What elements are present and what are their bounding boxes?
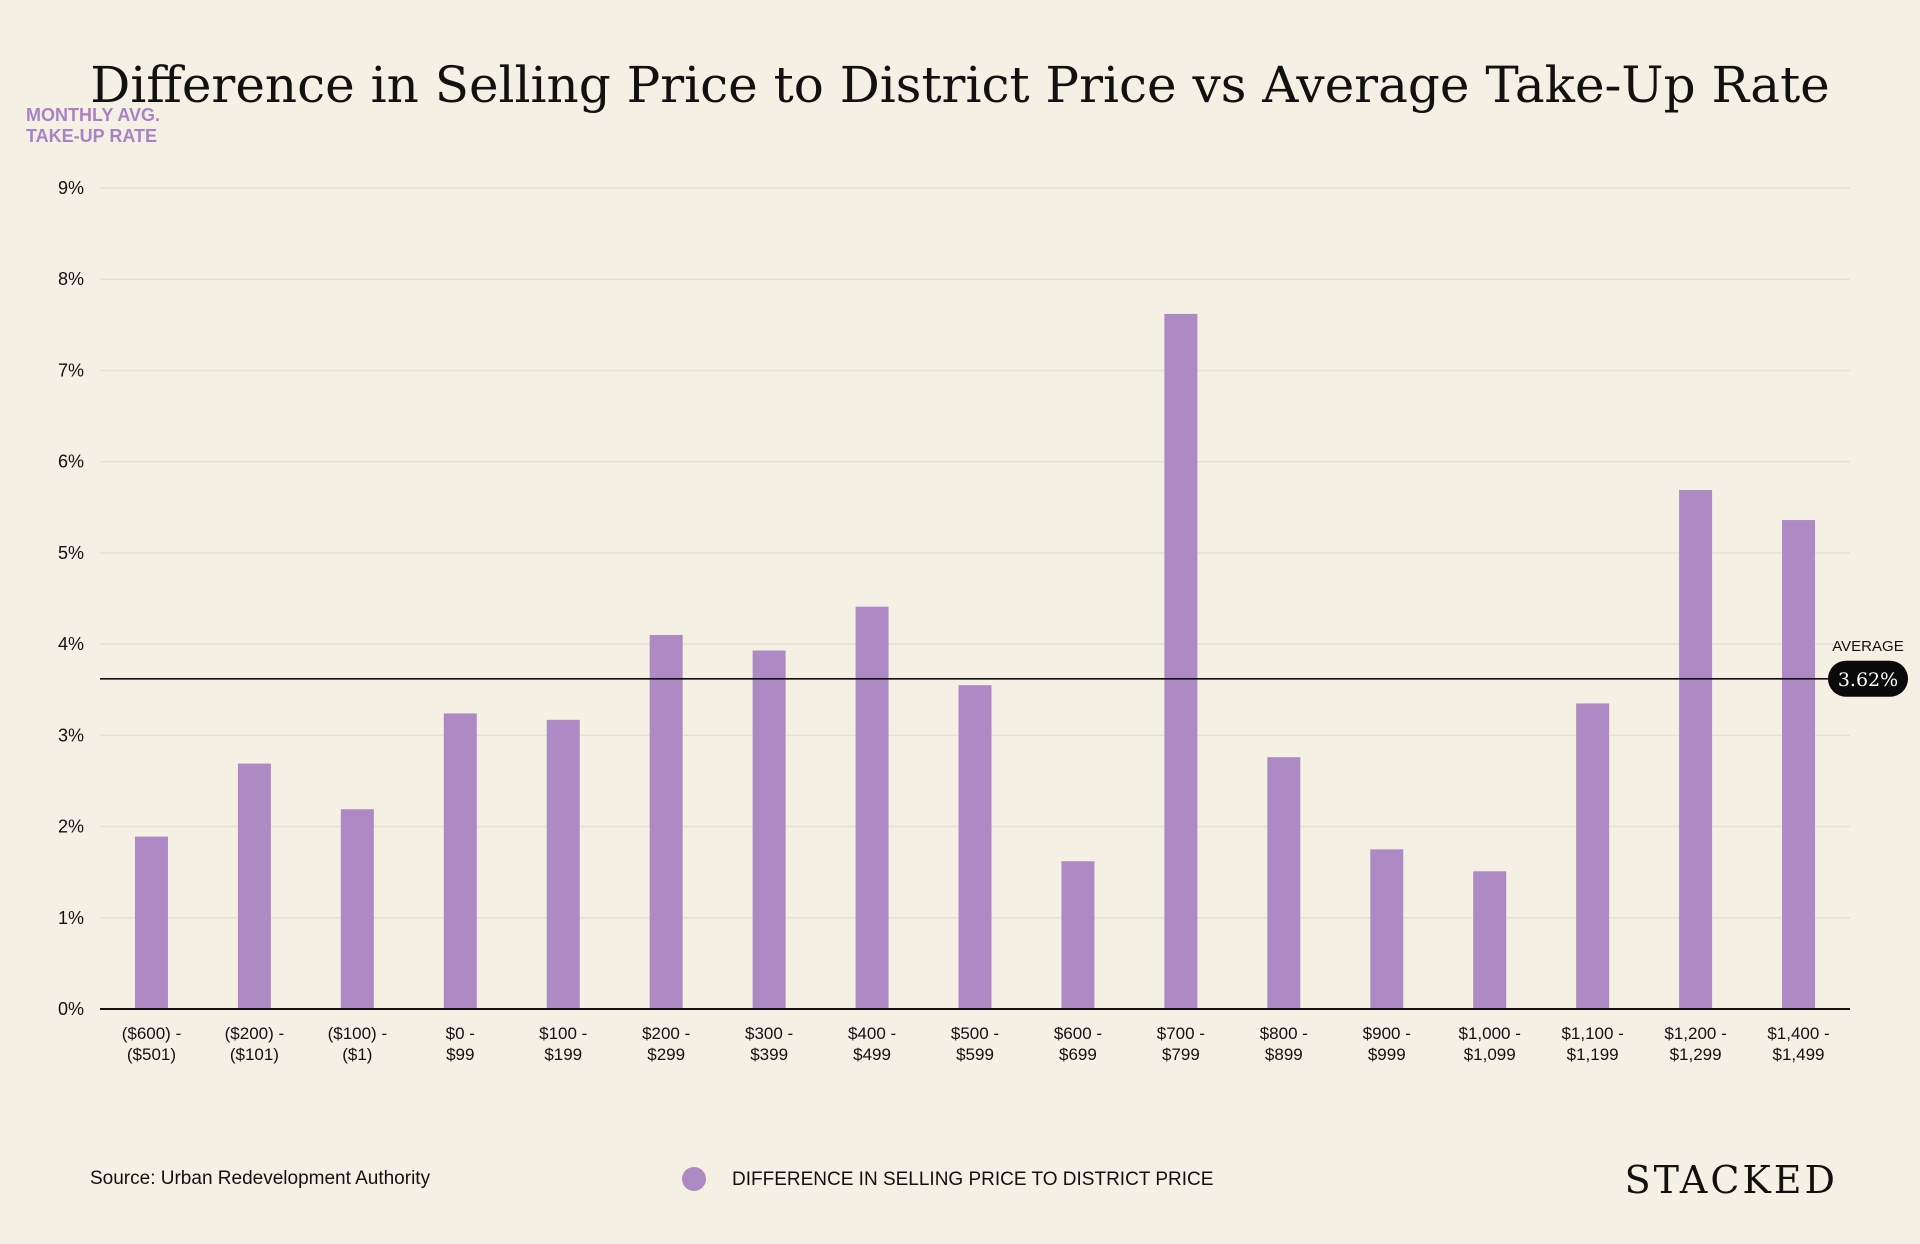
x-tick-label: $0 - $99 bbox=[446, 1024, 475, 1064]
bar bbox=[1370, 849, 1404, 1009]
x-tick-label: ($100) - ($1) bbox=[328, 1024, 388, 1064]
source-text: Source: Urban Redevelopment Authority bbox=[90, 1168, 431, 1189]
bar bbox=[237, 763, 271, 1009]
x-tick-label-line: $699 bbox=[1059, 1045, 1097, 1064]
x-tick-label: $1,200 - $1,299 bbox=[1664, 1024, 1726, 1064]
chart-title: Difference in Selling Price to District … bbox=[90, 56, 1830, 114]
x-axis-ticks: ($600) - ($501) ($200) - ($101) ($100) - ($1)… bbox=[122, 1024, 1830, 1064]
x-tick-label-line: ($600) - bbox=[122, 1024, 182, 1043]
x-tick-label-line: $1,299 bbox=[1670, 1045, 1722, 1064]
x-tick-label-line: $100 - bbox=[539, 1024, 587, 1043]
x-tick-label-line: ($200) - bbox=[225, 1024, 285, 1043]
x-tick-label: $700 - $799 bbox=[1157, 1024, 1205, 1064]
x-tick-label: $1,000 - $1,099 bbox=[1459, 1024, 1521, 1064]
x-tick-label-line: ($100) - bbox=[328, 1024, 388, 1043]
bar-layer bbox=[134, 313, 1816, 1009]
x-tick-label-line: $1,499 bbox=[1773, 1045, 1825, 1064]
x-tick-label: $400 - $499 bbox=[848, 1024, 896, 1064]
legend-label: DIFFERENCE IN SELLING PRICE TO DISTRICT … bbox=[732, 1169, 1213, 1190]
x-tick-label-line: $400 - bbox=[848, 1024, 896, 1043]
y-tick-label: 4% bbox=[58, 634, 84, 654]
legend-swatch bbox=[682, 1167, 706, 1191]
x-tick-label-line: $1,199 bbox=[1567, 1045, 1619, 1064]
x-tick-label-line: ($101) bbox=[230, 1045, 279, 1064]
x-tick-label: $1,100 - $1,199 bbox=[1561, 1024, 1623, 1064]
y-axis-ticks: 0% 1% 2% 3% 4% 5% 6% 7% 8% 9% bbox=[58, 178, 84, 1019]
y-tick-label: 8% bbox=[58, 269, 84, 289]
bar bbox=[649, 634, 683, 1009]
bar bbox=[752, 650, 786, 1009]
bar bbox=[958, 685, 992, 1009]
y-axis-title: MONTHLY AVG. TAKE-UP RATE bbox=[26, 105, 165, 146]
y-tick-label: 3% bbox=[58, 725, 84, 745]
x-tick-label-line: $499 bbox=[853, 1045, 891, 1064]
y-tick-label: 9% bbox=[58, 178, 84, 198]
x-tick-label-line: $600 - bbox=[1054, 1024, 1102, 1043]
x-tick-label: $800 - $899 bbox=[1260, 1024, 1308, 1064]
x-tick-label-line: $0 - bbox=[446, 1024, 475, 1043]
x-tick-label: $600 - $699 bbox=[1054, 1024, 1102, 1064]
bar bbox=[1061, 861, 1095, 1009]
average-value: 3.62% bbox=[1838, 669, 1898, 691]
x-tick-label-line: $200 - bbox=[642, 1024, 690, 1043]
grid-layer bbox=[100, 187, 1850, 919]
x-tick-label-line: $1,400 - bbox=[1767, 1024, 1829, 1043]
bar bbox=[855, 606, 889, 1009]
average-marker: AVERAGE 3.62% bbox=[100, 638, 1908, 697]
x-tick-label-line: $599 bbox=[956, 1045, 994, 1064]
x-tick-label: $100 - $199 bbox=[539, 1024, 587, 1064]
x-tick-label-line: ($501) bbox=[127, 1045, 176, 1064]
x-tick-label: $500 - $599 bbox=[951, 1024, 999, 1064]
x-tick-label-line: $800 - bbox=[1260, 1024, 1308, 1043]
bar bbox=[1164, 313, 1198, 1009]
x-tick-label-line: $799 bbox=[1162, 1045, 1200, 1064]
x-tick-label-line: $99 bbox=[446, 1045, 474, 1064]
bar bbox=[443, 713, 477, 1009]
bar bbox=[1267, 757, 1301, 1009]
x-tick-label-line: $700 - bbox=[1157, 1024, 1205, 1043]
x-tick-label-line: $1,000 - bbox=[1459, 1024, 1521, 1043]
y-axis-title-line-2: TAKE-UP RATE bbox=[26, 126, 157, 146]
x-tick-label-line: $500 - bbox=[951, 1024, 999, 1043]
brand-logo: STACKED bbox=[1625, 1158, 1838, 1202]
x-tick-label-line: ($1) bbox=[342, 1045, 372, 1064]
x-tick-label-line: $300 - bbox=[745, 1024, 793, 1043]
bar bbox=[1576, 703, 1610, 1009]
y-axis-title-line-1: MONTHLY AVG. bbox=[26, 105, 160, 125]
average-pill bbox=[1828, 660, 1908, 697]
y-tick-label: 2% bbox=[58, 817, 84, 837]
y-tick-label: 5% bbox=[58, 543, 84, 563]
x-tick-label: $1,400 - $1,499 bbox=[1767, 1024, 1829, 1064]
x-tick-label-line: $1,099 bbox=[1464, 1045, 1516, 1064]
x-tick-label: $900 - $999 bbox=[1363, 1024, 1411, 1064]
y-tick-label: 0% bbox=[58, 999, 84, 1019]
bar bbox=[546, 719, 580, 1009]
x-tick-label-line: $299 bbox=[647, 1045, 685, 1064]
bar bbox=[340, 809, 374, 1009]
x-tick-label-line: $199 bbox=[544, 1045, 582, 1064]
x-tick-label-line: $900 - bbox=[1363, 1024, 1411, 1043]
x-tick-label: $200 - $299 bbox=[642, 1024, 690, 1064]
bar bbox=[1473, 871, 1507, 1009]
y-tick-label: 1% bbox=[58, 908, 84, 928]
x-tick-label-line: $1,100 - bbox=[1561, 1024, 1623, 1043]
average-label: AVERAGE bbox=[1832, 638, 1903, 655]
bar bbox=[1679, 489, 1713, 1009]
x-tick-label-line: $899 bbox=[1265, 1045, 1303, 1064]
x-tick-label-line: $1,200 - bbox=[1664, 1024, 1726, 1043]
bar bbox=[134, 836, 168, 1009]
x-tick-label-line: $999 bbox=[1368, 1045, 1406, 1064]
x-tick-label-line: $399 bbox=[750, 1045, 788, 1064]
y-tick-label: 7% bbox=[58, 360, 84, 380]
x-tick-label: $300 - $399 bbox=[745, 1024, 793, 1064]
bar bbox=[1782, 520, 1816, 1009]
x-tick-label: ($200) - ($101) bbox=[225, 1024, 285, 1064]
x-tick-label: ($600) - ($501) bbox=[122, 1024, 182, 1064]
y-tick-label: 6% bbox=[58, 452, 84, 472]
